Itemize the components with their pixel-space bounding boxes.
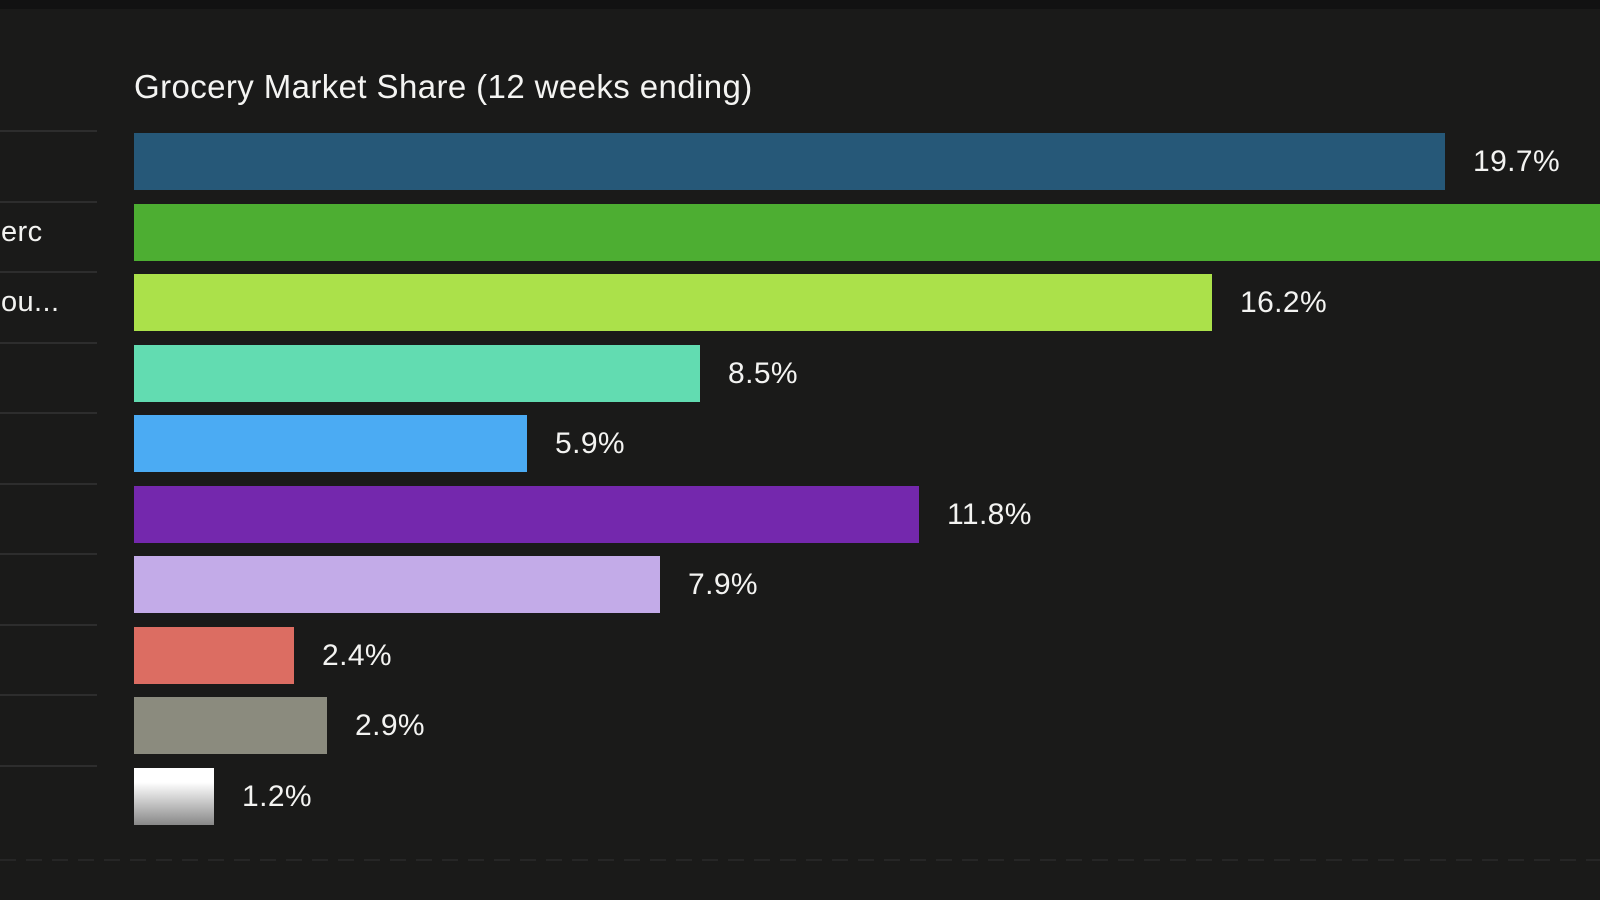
bar-row-6 — [134, 486, 919, 543]
row-divider — [0, 624, 97, 626]
row-divider — [0, 130, 97, 132]
row-divider — [0, 271, 97, 273]
value-label: 1.2% — [242, 780, 312, 813]
bar-row-4 — [134, 345, 700, 402]
value-label: 8.5% — [728, 357, 798, 390]
value-label: 16.2% — [1240, 286, 1328, 319]
bar-row-7 — [134, 556, 660, 613]
chart-title: Grocery Market Share (12 weeks ending) — [134, 68, 753, 106]
row-divider — [0, 765, 97, 767]
value-label: 2.4% — [322, 639, 392, 672]
value-label: 19.7% — [1473, 145, 1561, 178]
row-divider — [0, 201, 97, 203]
bar-row-2 — [134, 204, 1600, 261]
row-divider — [0, 483, 97, 485]
row-divider — [0, 694, 97, 696]
bar-row-9 — [134, 697, 327, 754]
category-label-fragment: ou... — [1, 286, 60, 318]
category-label-fragment: erc — [1, 216, 43, 248]
value-label: 11.8% — [947, 498, 1032, 531]
chart-baseline — [0, 859, 1600, 861]
bar-row-10 — [134, 768, 214, 825]
value-label: 5.9% — [555, 427, 625, 460]
value-label: 2.9% — [355, 709, 425, 742]
bar-row-1 — [134, 133, 1445, 190]
bar-row-5 — [134, 415, 527, 472]
top-strip — [0, 0, 1600, 9]
row-divider — [0, 412, 97, 414]
bar-row-8 — [134, 627, 294, 684]
bar-row-3 — [134, 274, 1212, 331]
row-divider — [0, 553, 97, 555]
row-divider — [0, 342, 97, 344]
value-label: 7.9% — [688, 568, 758, 601]
